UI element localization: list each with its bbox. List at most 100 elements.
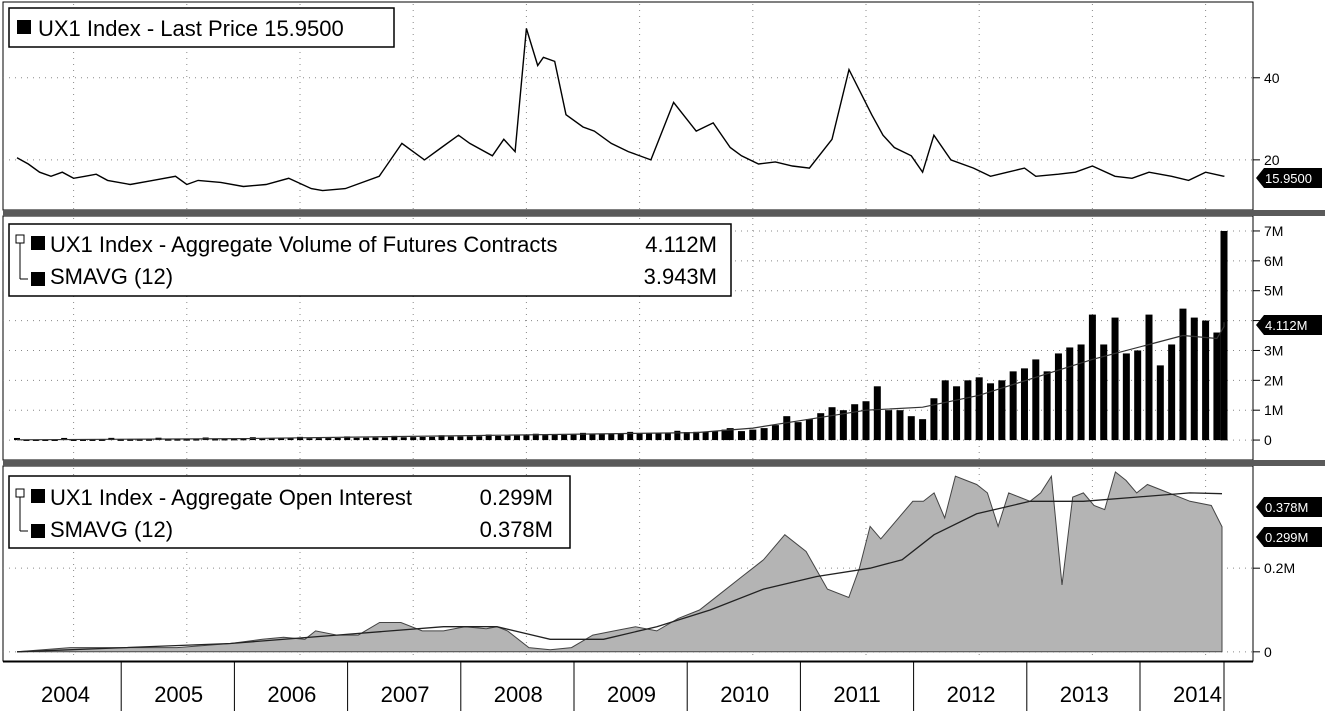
volume-bar [941,380,949,441]
oi-ytick-label: 0 [1264,644,1272,660]
oi-legend-label: UX1 Index - Aggregate Open Interest [50,485,412,510]
oi-legend-collapse-icon[interactable] [15,488,25,498]
price-ytick-label: 20 [1264,152,1280,168]
volume-bar [1134,350,1142,441]
volume-bar [363,437,370,441]
volume-ytick-label: 6M [1264,253,1283,269]
volume-bar [14,437,20,441]
volume-last-tag: 4.112M [1256,315,1322,335]
volume-bar [1122,353,1130,441]
volume-bar [737,431,745,441]
volume-sma-value: 3.943M [644,264,717,289]
volume-bar [1020,368,1028,441]
year-label: 2013 [1060,682,1109,707]
volume-bar [117,439,124,441]
year-label: 2010 [720,682,769,707]
separator-top [3,210,1325,216]
volume-legend-swatch [31,236,45,250]
year-label: 2012 [947,682,996,707]
volume-bar [598,433,605,441]
volume-bar [1168,344,1176,441]
price-legend-swatch [17,20,31,34]
volume-bar [1054,353,1062,441]
volume-bar [438,435,445,441]
volume-bar [532,433,539,441]
volume-bar [466,436,473,441]
year-label: 2011 [833,682,880,707]
price-ytick-label: 40 [1264,70,1280,86]
volume-bar [1190,317,1198,441]
volume-bar [410,437,417,441]
volume-bar [1179,308,1187,441]
volume-bar [998,380,1006,441]
oi-legend-swatch [31,489,45,503]
volume-bar [930,398,938,441]
volume-bar [542,435,549,441]
volume-bar [817,413,825,441]
volume-bar [1100,344,1108,441]
year-label: 2004 [41,682,90,707]
volume-bar [89,439,96,441]
volume-ytick-label: 3M [1264,342,1283,358]
volume-bar [885,410,893,441]
volume-bar [702,431,709,441]
volume-bar [325,438,332,441]
volume-bar [230,438,237,441]
volume-bar [851,404,859,441]
volume-bar [127,439,134,441]
volume-bar [315,438,322,441]
oi-sma-tag-text: 0.378M [1265,500,1308,515]
volume-bar [771,425,779,441]
oi-sma-value: 0.378M [480,517,553,542]
price-line [16,28,1225,192]
volume-bar [259,438,266,441]
volume-legend-label: UX1 Index - Aggregate Volume of Futures … [50,232,558,257]
volume-sma-swatch [31,272,45,286]
volume-ytick-label: 0 [1264,432,1272,448]
volume-bar [98,439,105,441]
volume-bar [1156,365,1164,441]
volume-bar [80,439,87,441]
volume-bar [1088,314,1096,441]
volume-bar [391,435,398,441]
volume-ytick-label: 7M [1264,223,1283,239]
volume-bar [136,439,143,441]
volume-bar [580,432,586,441]
volume-bar [907,416,915,441]
volume-bar [429,436,436,441]
volume-bar [523,435,530,441]
volume-bar [794,422,802,441]
volume-bar [839,410,847,441]
volume-bar [447,436,454,441]
volume-bar [646,432,653,441]
volume-bar [664,432,671,441]
volume-bar [953,386,961,441]
oi-sma-label: SMAVG (12) [50,517,173,542]
volume-legend: UX1 Index - Aggregate Volume of Futures … [8,223,732,297]
volume-bar [726,428,734,441]
volume-bar [240,438,247,441]
volume-bar [683,432,690,441]
oi-legend: UX1 Index - Aggregate Open Interest 0.29… [8,475,571,549]
price-legend-label: UX1 Index - Last Price 15.9500 [38,16,344,41]
volume-bar [193,439,200,441]
volume-bar [278,438,285,441]
price-legend: UX1 Index - Last Price 15.9500 [8,7,395,48]
volume-bar [419,437,426,441]
volume-bar [551,434,558,441]
price-last-tag: 15.9500 [1256,168,1322,188]
separator-bottom [3,460,1325,466]
volume-bar [287,438,294,441]
volume-bar [1202,320,1210,441]
volume-ytick-label: 2M [1264,372,1283,388]
oi-sma-swatch [31,524,45,538]
volume-legend-collapse-icon[interactable] [15,234,25,244]
axis-layer: 2004 2005 2006 2007 2008 2009 2010 2011 2012 2013… [3,70,1295,711]
volume-bar [1043,371,1051,441]
volume-bar [70,439,77,441]
volume-bar [344,436,351,441]
volume-bar [561,434,568,441]
year-label: 2006 [267,682,316,707]
oi-sma-line [16,492,1223,653]
